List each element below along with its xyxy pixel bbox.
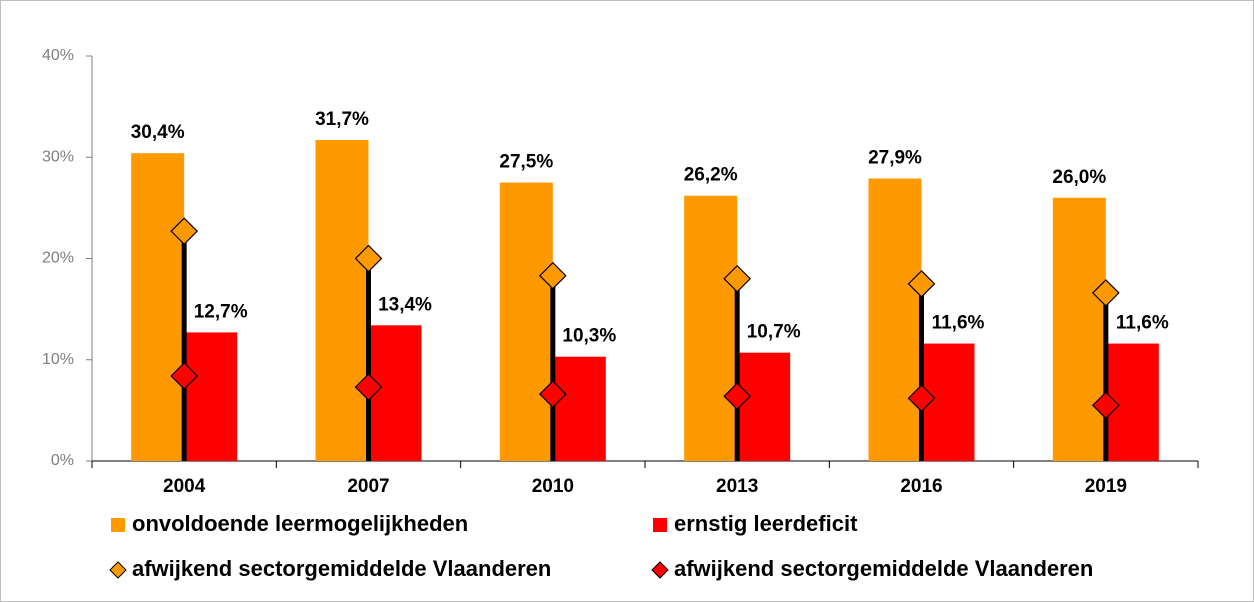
marker: [1091, 279, 1120, 307]
legend-label: afwijkend sectorgemiddelde Vlaanderen: [132, 556, 551, 581]
marker: [907, 269, 936, 298]
value-label: 11,6%: [1116, 313, 1169, 334]
bar: [184, 332, 238, 461]
value-label: 26,0%: [1052, 167, 1106, 188]
value-label: 10,3%: [562, 326, 616, 347]
value-label: 27,9%: [868, 148, 922, 169]
y-tick-label: 30%: [42, 148, 74, 165]
bar: [737, 352, 791, 461]
legend-swatch: [653, 518, 667, 532]
x-tick-label: 2019: [1085, 476, 1127, 497]
value-label: 10,7%: [747, 322, 801, 343]
marker: [907, 384, 936, 413]
legend-swatch: [111, 518, 125, 532]
x-tick-label: 2004: [163, 476, 206, 497]
value-label: 26,2%: [684, 165, 738, 186]
bar: [499, 182, 553, 461]
legend-label: ernstig leerdeficit: [674, 511, 858, 536]
bar: [552, 356, 606, 461]
y-tick-label: 10%: [42, 351, 74, 368]
x-tick-label: 2013: [716, 476, 758, 497]
marker: [170, 362, 199, 390]
marker: [723, 264, 752, 293]
marker: [1091, 391, 1120, 420]
bar: [131, 153, 185, 461]
marker: [354, 244, 383, 273]
value-label: 27,5%: [499, 152, 553, 173]
marker: [538, 261, 567, 290]
marker: [538, 380, 567, 409]
x-tick-label: 2016: [900, 476, 942, 497]
y-tick-label: 0%: [51, 452, 74, 469]
marker: [170, 217, 199, 246]
value-label: 13,4%: [378, 294, 432, 315]
legend-swatch: [651, 561, 669, 579]
bar: [315, 140, 369, 461]
value-label: 30,4%: [131, 122, 185, 143]
bar: [684, 195, 738, 461]
bar: [868, 178, 922, 461]
legend-swatch: [109, 561, 127, 579]
legend-label: onvoldoende leermogelijkheden: [132, 511, 468, 536]
y-tick-label: 40%: [42, 47, 74, 64]
x-tick-label: 2010: [532, 476, 574, 497]
y-tick-label: 20%: [42, 250, 74, 267]
bar: [1052, 197, 1106, 461]
value-label: 12,7%: [194, 301, 248, 322]
bar: [368, 325, 422, 461]
value-label: 31,7%: [315, 109, 369, 130]
legend-label: afwijkend sectorgemiddelde Vlaanderen: [674, 556, 1093, 581]
marker: [354, 373, 383, 401]
marker: [723, 382, 752, 411]
value-label: 11,6%: [932, 313, 985, 334]
x-tick-label: 2007: [347, 476, 389, 497]
